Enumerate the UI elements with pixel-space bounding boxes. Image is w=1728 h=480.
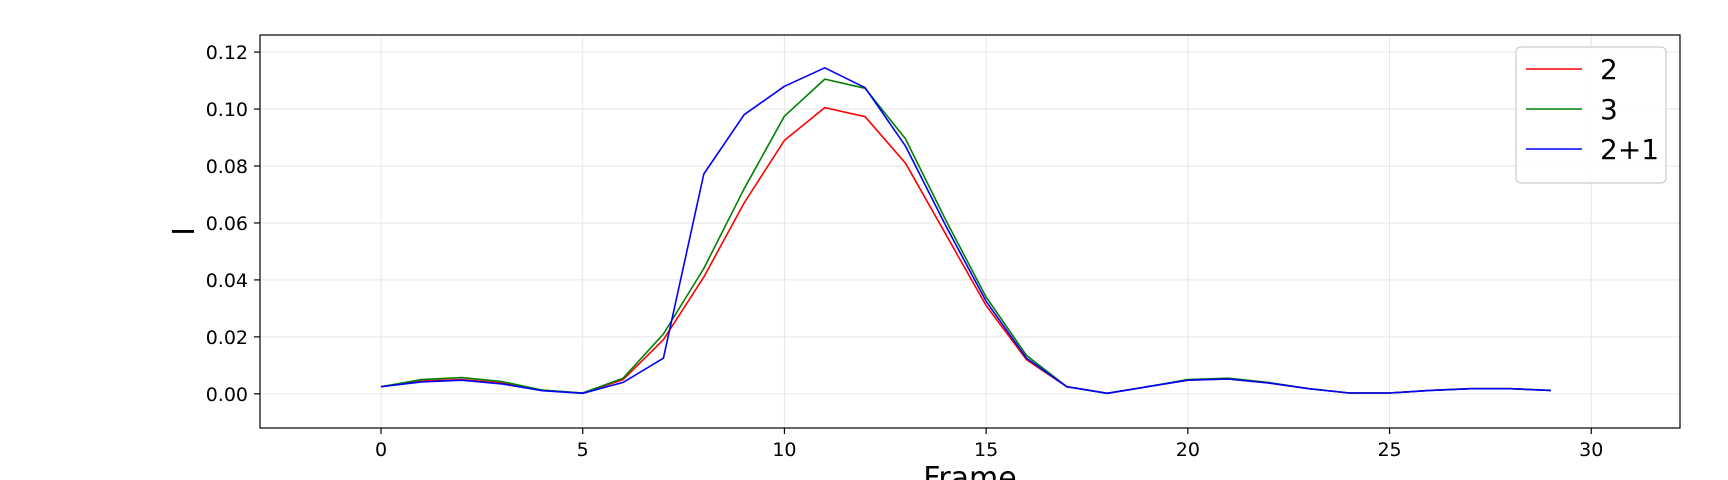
- legend-label: 3: [1600, 93, 1618, 126]
- grid: [260, 35, 1680, 428]
- y-tick-label: 0.10: [206, 99, 248, 121]
- series-lines: [380, 67, 1551, 395]
- legend: 2 3 2+1: [1515, 46, 1667, 184]
- x-tick-label: 15: [974, 439, 998, 461]
- axis-ticks: 0 5 10 15 20 25 30 0.00 0.02 0.04 0.06 0.08 0.10 0.12: [206, 42, 1604, 461]
- y-tick-label: 0.04: [206, 270, 248, 292]
- y-axis-label: I: [167, 227, 202, 236]
- legend-label: 2+1: [1600, 133, 1659, 166]
- x-tick-label: 0: [375, 439, 387, 461]
- x-tick-label: 10: [772, 439, 796, 461]
- y-tick-label: 0.06: [206, 213, 248, 235]
- x-axis-label: Frame: [923, 461, 1016, 480]
- series-line-2+1: [380, 67, 1551, 395]
- series-line-2: [380, 106, 1551, 395]
- series-line-3: [380, 78, 1551, 395]
- x-tick-label: 5: [577, 439, 589, 461]
- x-tick-label: 30: [1579, 439, 1603, 461]
- y-tick-label: 0.08: [206, 156, 248, 178]
- y-tick-label: 0.00: [206, 384, 248, 406]
- plot-area-frame: [259, 34, 1681, 429]
- y-tick-label: 0.02: [206, 327, 248, 349]
- x-tick-label: 20: [1176, 439, 1200, 461]
- legend-label: 2: [1600, 53, 1618, 86]
- y-tick-label: 0.12: [206, 42, 248, 64]
- x-tick-label: 25: [1377, 439, 1401, 461]
